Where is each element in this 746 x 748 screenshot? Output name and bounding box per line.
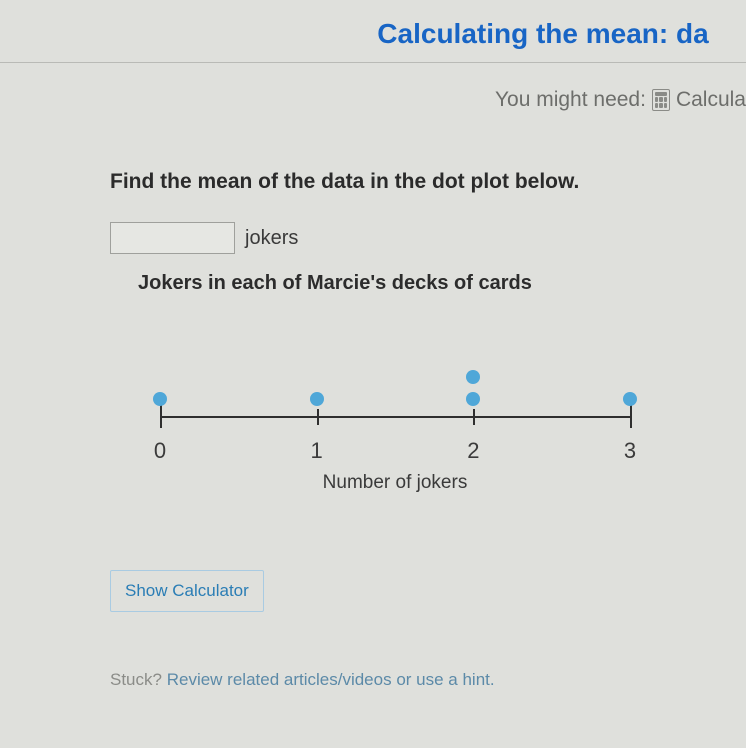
data-dot — [466, 370, 480, 384]
data-dot — [310, 392, 324, 406]
header-divider — [0, 62, 746, 63]
x-tick-label: 0 — [154, 438, 166, 464]
data-dot — [466, 392, 480, 406]
x-axis-line — [160, 416, 630, 418]
page-title-text: Calculating the mean: da — [37, 18, 708, 49]
calculator-icon — [652, 89, 670, 111]
page-title: Calculating the mean: da — [0, 0, 746, 62]
answer-unit: jokers — [245, 227, 298, 250]
show-calculator-button[interactable]: Show Calculator — [110, 570, 264, 612]
answer-row: jokers — [110, 222, 298, 254]
might-need-label: You might need: — [495, 88, 646, 112]
stuck-row: Stuck? Review related articles/videos or… — [110, 670, 495, 690]
question-prompt: Find the mean of the data in the dot plo… — [110, 170, 579, 194]
x-tick-label: 2 — [467, 438, 479, 464]
hint-link[interactable]: Review related articles/videos or use a … — [167, 670, 495, 689]
x-tick — [630, 404, 632, 428]
x-tick — [473, 409, 475, 425]
x-tick-label: 1 — [311, 438, 323, 464]
chart-title: Jokers in each of Marcie's decks of card… — [138, 272, 532, 295]
data-dot — [153, 392, 167, 406]
x-tick-label: 3 — [624, 438, 636, 464]
x-axis-label: Number of jokers — [323, 472, 468, 494]
x-tick — [317, 409, 319, 425]
calculator-link[interactable]: Calcula — [676, 88, 746, 112]
answer-input[interactable] — [110, 222, 235, 254]
x-tick — [160, 404, 162, 428]
data-dot — [623, 392, 637, 406]
dot-plot: Number of jokers 0123 — [160, 320, 630, 500]
might-need-row: You might need: Calcula — [495, 88, 746, 112]
stuck-label: Stuck? — [110, 670, 162, 689]
